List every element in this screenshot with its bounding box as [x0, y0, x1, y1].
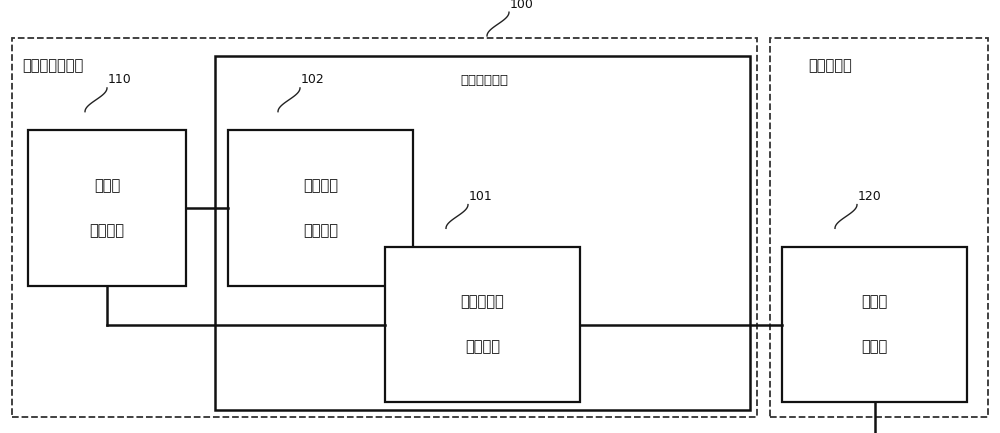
Text: 编码器: 编码器 — [861, 339, 888, 355]
Text: 100: 100 — [510, 0, 534, 10]
Bar — [215, 56, 750, 410]
Text: 编码器电源: 编码器电源 — [461, 294, 504, 310]
Bar — [770, 38, 988, 417]
Text: 机器人: 机器人 — [94, 178, 120, 193]
Bar — [782, 247, 967, 402]
Text: 控制芯片: 控制芯片 — [90, 223, 124, 238]
Text: 机器人: 机器人 — [861, 294, 888, 310]
Text: 转换模块: 转换模块 — [303, 223, 338, 238]
Text: 102: 102 — [301, 73, 325, 86]
Text: 电源管理模块: 电源管理模块 — [460, 74, 508, 87]
Text: 机器人控制系统: 机器人控制系统 — [22, 58, 83, 73]
Bar — [28, 130, 186, 286]
Text: 转换模块: 转换模块 — [465, 339, 500, 355]
Text: 101: 101 — [469, 190, 493, 203]
Bar — [12, 38, 757, 417]
Text: 120: 120 — [858, 190, 882, 203]
Bar — [385, 247, 580, 402]
Text: 110: 110 — [108, 73, 132, 86]
Text: 机器人本体: 机器人本体 — [808, 58, 852, 73]
Bar — [228, 130, 413, 286]
Text: 其他电源: 其他电源 — [303, 178, 338, 193]
